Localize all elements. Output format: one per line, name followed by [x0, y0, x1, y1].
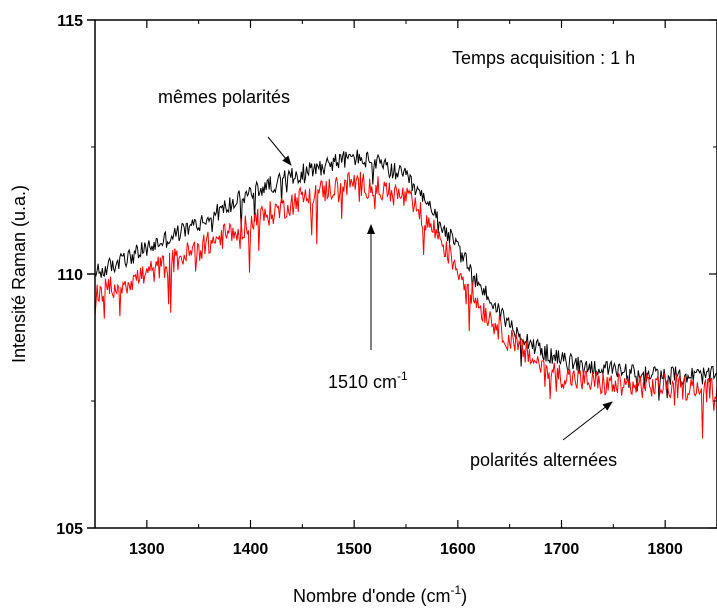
- x-tick-label-1300: 1300: [129, 541, 165, 558]
- series-line-alternees: [94, 171, 717, 439]
- y-axis-title: Intensité Raman (u.a.): [9, 185, 29, 363]
- x-tick-label-1600: 1600: [440, 541, 476, 558]
- peak-label-text: 1510 cm: [328, 372, 397, 392]
- acquisition-annotation: Temps acquisition : 1 h: [452, 48, 635, 68]
- y-tick-label-105: 105: [56, 521, 83, 538]
- y-tick-label-115: 115: [57, 13, 83, 30]
- series-layer: [94, 149, 717, 439]
- x-axis-title-close: ): [461, 586, 467, 606]
- x-axis-title-text: Nombre d'onde (cm: [293, 586, 451, 606]
- ticks-layer: 1300 1400 1500 1600 1700 1800 105 110 115: [56, 13, 717, 558]
- x-tick-label-1800: 1800: [647, 541, 683, 558]
- x-tick-label-1500: 1500: [336, 541, 372, 558]
- plot-area: 1300 1400 1500 1600 1700 1800 105 110 115: [56, 13, 717, 558]
- x-axis-title-sup: -1: [451, 583, 462, 597]
- y-tick-label-110: 110: [57, 267, 83, 284]
- memes-polarites-arrow: [267, 136, 292, 166]
- polarites-alternees-arrow: [562, 401, 613, 441]
- x-axis-title: Nombre d'onde (cm-1): [293, 583, 467, 606]
- polarites-alternees-label: polarités alternées: [470, 450, 617, 470]
- memes-polarites-label: mêmes polarités: [158, 87, 290, 107]
- peak-label-sup: -1: [397, 369, 408, 383]
- peak-label: 1510 cm-1: [328, 369, 408, 392]
- x-tick-label-1400: 1400: [233, 541, 269, 558]
- x-tick-label-1700: 1700: [544, 541, 580, 558]
- series-line-memes: [94, 149, 717, 401]
